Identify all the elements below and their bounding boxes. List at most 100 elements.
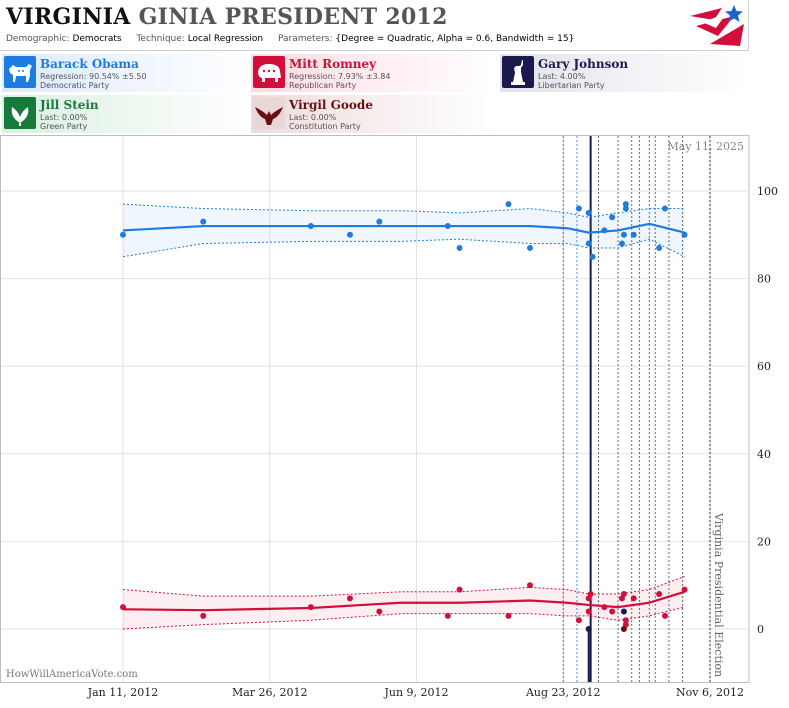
header-divider (0, 50, 749, 51)
legend-info-johnson: Last: 4.00% Libertarian Party (538, 72, 605, 90)
legend-party-johnson: Libertarian Party (538, 81, 605, 90)
legend-card-johnson: Gary Johnson Last: 4.00% Libertarian Par… (500, 54, 744, 92)
legend-party-goode: Constitution Party (289, 122, 361, 131)
legend-info-stein: Last: 0.00% Green Party (40, 113, 87, 131)
data-point (661, 205, 668, 212)
data-point (575, 617, 582, 624)
watermark: HowWillAmericaVote.com (6, 669, 138, 680)
eagle-icon (253, 97, 285, 129)
demographic-value: Democrats (72, 34, 122, 44)
legend-stat-romney: Regression: 7.93% ±3.84 (289, 72, 391, 81)
parameters-value: {Degree = Quadratic, Alpha = 0.6, Bandwi… (335, 34, 575, 44)
legend-card-romney: Mitt Romney Regression: 7.93% ±3.84 Repu… (251, 54, 495, 92)
data-point (622, 201, 629, 208)
legend-party-romney: Republican Party (289, 81, 357, 90)
data-point (346, 231, 353, 238)
page-title: VIRGINIA GINIA PRESIDENT 2012 (6, 4, 448, 30)
data-point (585, 240, 592, 247)
data-point (505, 201, 512, 208)
data-point (307, 223, 314, 230)
data-point (585, 209, 592, 216)
y-tick-label: 80 (757, 273, 771, 286)
legend-name-johnson: Gary Johnson (538, 57, 629, 71)
data-point (630, 595, 637, 602)
data-point (575, 205, 582, 212)
x-tick-label: Mar 26, 2012 (232, 686, 308, 699)
chart-area: 0 20 40 60 80 100 Jan 11, 2012 Mar 26, 2012 Jun … (0, 135, 789, 704)
header: VIRGINIA GINIA PRESIDENT 2012 Demographi… (0, 0, 789, 51)
data-point (307, 604, 314, 611)
band-lower-line (122, 606, 685, 630)
data-point (620, 608, 627, 615)
y-tick-label: 60 (757, 360, 771, 373)
legend-stat-johnson: Last: 4.00% (538, 72, 586, 81)
data-point (609, 214, 616, 221)
title-rest: GINIA PRESIDENT 2012 (138, 4, 448, 30)
technique-label: Technique: (136, 34, 185, 44)
data-point (656, 244, 663, 251)
legend-stat-goode: Last: 0.00% (289, 113, 337, 122)
data-point (376, 608, 383, 615)
data-point (444, 612, 451, 619)
data-point (620, 231, 627, 238)
band-lower-line (122, 238, 685, 258)
data-point (456, 586, 463, 593)
trend-line (122, 590, 685, 612)
data-point (601, 227, 608, 234)
confidence-band (123, 204, 685, 257)
x-tick-label: Nov 6, 2012 (676, 686, 744, 699)
data-point (620, 590, 627, 597)
elephant-icon (253, 56, 285, 88)
legend-name-goode: Virgil Goode (289, 98, 373, 112)
parameters-line: Demographic: Democrats Technique: Local … (6, 34, 586, 44)
y-tick-label: 20 (757, 535, 771, 548)
legend-info-romney: Regression: 7.93% ±3.84 Republican Party (289, 72, 390, 90)
header-right-divider (748, 0, 749, 51)
legend-party-obama: Democratic Party (40, 81, 110, 90)
data-point (622, 205, 629, 212)
legend-name-stein: Jill Stein (40, 98, 99, 112)
parameters-label: Parameters: (277, 34, 333, 44)
data-point (609, 608, 616, 615)
data-point (589, 253, 596, 260)
y-tick-label: 40 (757, 448, 771, 461)
x-tick-label: Aug 23, 2012 (525, 686, 601, 699)
legend-party-stein: Green Party (40, 122, 88, 131)
legend-stat-stein: Last: 0.00% (40, 113, 88, 122)
trend-line (122, 222, 685, 234)
donkey-icon (4, 56, 36, 88)
date-label: May 11, 2025 (667, 140, 744, 153)
legend-card-goode: Virgil Goode Last: 0.00% Constitution Pa… (251, 95, 495, 133)
data-point (601, 604, 608, 611)
data-point (587, 590, 594, 597)
data-point (656, 590, 663, 597)
data-point (630, 231, 637, 238)
data-point (120, 604, 126, 611)
data-point (585, 626, 592, 632)
leaf-icon (4, 97, 36, 129)
band-upper-line (122, 203, 685, 218)
technique-value: Local Regression (187, 34, 264, 44)
data-point (618, 240, 625, 247)
legend-name-romney: Mitt Romney (289, 57, 377, 71)
poll-chart: 0 20 40 60 80 100 Jan 11, 2012 Mar 26, 2012 Jun … (0, 135, 778, 699)
data-point (526, 582, 533, 589)
data-point (346, 595, 353, 602)
legend-stat-obama: Regression: 90.54% ±5.50 (40, 72, 147, 81)
flag-star-logo-icon (690, 5, 744, 46)
data-point (200, 218, 207, 225)
band-upper-line (122, 575, 685, 597)
data-point (526, 244, 533, 251)
legend-card-obama: Barack Obama Regression: 90.54% ±5.50 De… (2, 54, 246, 92)
y-tick-label: 0 (757, 623, 764, 636)
demographic-label: Demographic: (6, 34, 70, 44)
y-tick-label: 100 (757, 185, 778, 198)
data-point (681, 231, 688, 238)
legend-info-goode: Last: 0.00% Constitution Party (289, 113, 361, 131)
liberty-statue-icon (502, 56, 534, 88)
x-tick-label: Jan 11, 2012 (87, 686, 159, 699)
data-point (585, 608, 592, 615)
x-tick-label: Jun 9, 2012 (383, 686, 448, 699)
data-point (456, 244, 463, 251)
data-point (376, 218, 383, 225)
